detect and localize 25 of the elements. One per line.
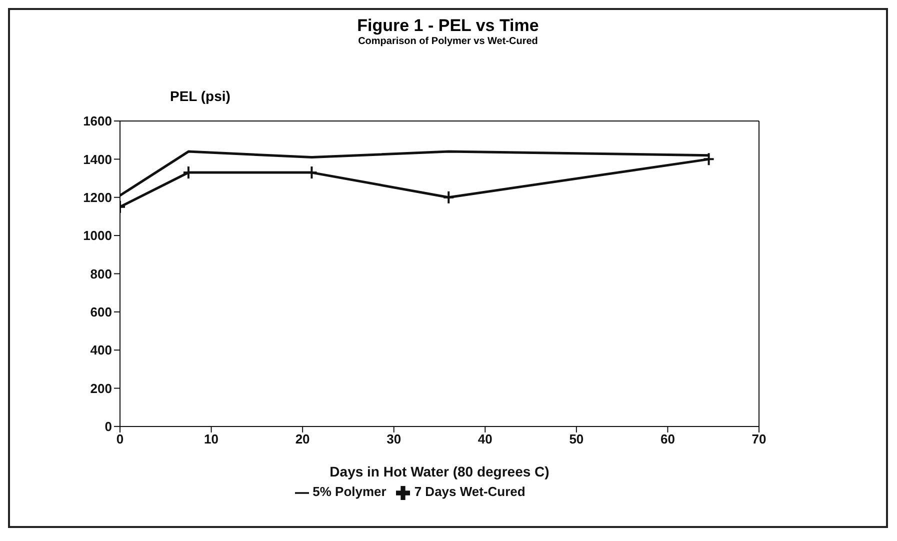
y-tick-label: 800: [90, 266, 112, 282]
y-tick-label: 1200: [83, 190, 112, 205]
y-tick-label: 1400: [83, 152, 112, 167]
y-tick-label: 600: [90, 304, 112, 320]
x-tick-label: 10: [204, 432, 219, 447]
y-axis-title: PEL (psi): [170, 88, 230, 104]
y-tick-label: 0: [104, 419, 112, 434]
x-tick-label: 70: [752, 432, 766, 447]
point: [442, 190, 455, 204]
x-tick-label: 50: [569, 432, 584, 447]
chart-title: Figure 1 - PEL vs Time: [356, 16, 540, 36]
point: [702, 152, 715, 166]
x-tick-label: 40: [478, 432, 492, 447]
y-tick-label: 1600: [83, 114, 112, 129]
legend-label: 5% Polymer: [312, 484, 386, 500]
legend-label: 7 Days Wet-Cured: [414, 484, 526, 500]
x-tick-label: 60: [660, 432, 675, 447]
y-tick-label: 1000: [83, 228, 112, 244]
y-tick-label: 200: [90, 380, 112, 396]
x-tick-label: 20: [295, 432, 310, 447]
x-tick-label: 30: [386, 432, 402, 447]
y-tick-label: 400: [90, 342, 112, 358]
chart-subtitle: Comparison of Polymer vs Wet-Cured: [357, 36, 539, 47]
x-axis-title: Days in Hot Water (80 degrees C): [330, 463, 550, 480]
x-tick-label: 0: [116, 432, 124, 447]
